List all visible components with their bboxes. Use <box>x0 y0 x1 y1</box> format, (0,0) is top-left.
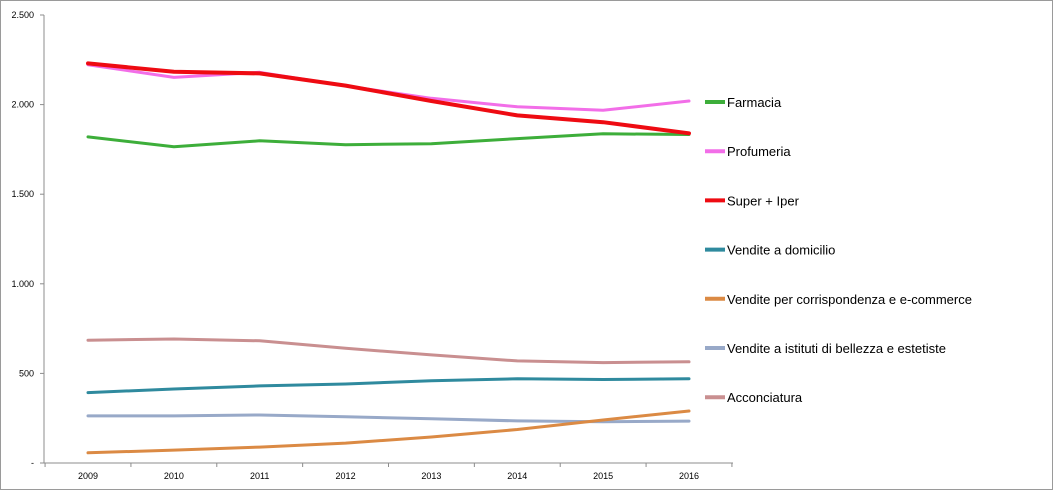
legend-label: Vendite per corrispondenza e e-commerce <box>727 292 972 307</box>
y-axis-ticks: - 500 1.000 1.500 2.000 2.500 <box>11 10 44 468</box>
x-axis-ticks: 2009 2010 2011 2012 2013 2014 2015 2016 <box>44 463 733 481</box>
y-tick-label: - <box>31 458 34 468</box>
legend: Farmacia Profumeria Super + Iper Vendite a … <box>705 95 972 405</box>
legend-label: Acconciatura <box>727 390 803 405</box>
legend-label: Profumeria <box>727 144 791 159</box>
x-tick-label: 2015 <box>593 471 613 481</box>
series-line-vendite-per-corrispondenza-e-e-commerce <box>86 409 691 455</box>
y-tick-label: 2.500 <box>11 10 34 20</box>
series-line-vendite-a-domicilio <box>86 377 691 395</box>
y-tick-label: 1.500 <box>11 189 34 199</box>
x-tick-label: 2014 <box>507 471 527 481</box>
axes <box>43 15 733 464</box>
series-line-super-iper <box>86 61 691 136</box>
series-line-farmacia <box>86 132 691 149</box>
x-tick-label: 2013 <box>421 471 441 481</box>
x-tick-label: 2009 <box>78 471 98 481</box>
x-tick-label: 2011 <box>250 471 269 481</box>
series-lines <box>86 61 691 455</box>
x-tick-label: 2016 <box>679 471 699 481</box>
x-tick-label: 2010 <box>164 471 184 481</box>
y-tick-label: 2.000 <box>11 100 34 110</box>
y-tick-label: 1.000 <box>11 279 34 289</box>
legend-label: Super + Iper <box>727 193 800 208</box>
y-tick-label: 500 <box>19 368 34 378</box>
legend-label: Vendite a domicilio <box>727 243 835 258</box>
legend-label: Vendite a istituti di bellezza e estetis… <box>727 341 946 356</box>
series-line-acconciatura <box>86 337 691 365</box>
x-tick-label: 2012 <box>336 471 356 481</box>
legend-label: Farmacia <box>727 95 782 110</box>
